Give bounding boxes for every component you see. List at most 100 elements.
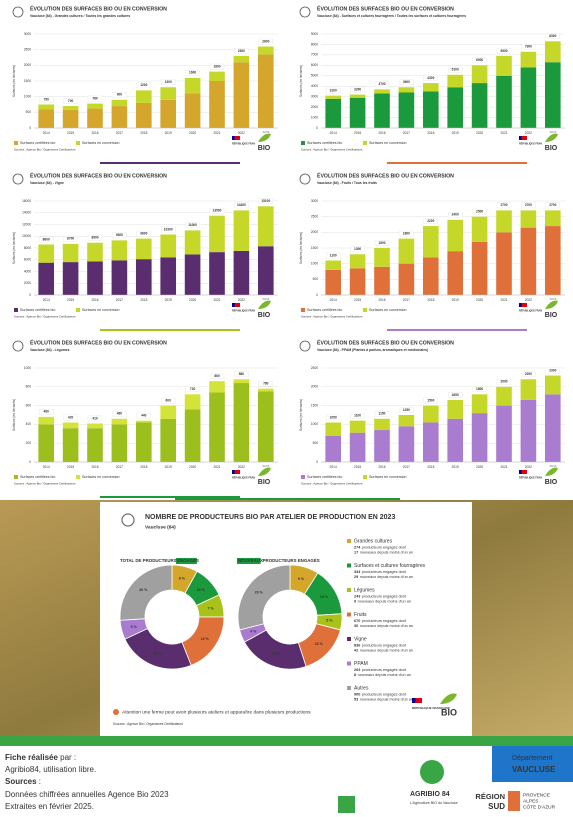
bar-segment bbox=[325, 95, 342, 99]
bar-segment bbox=[422, 405, 439, 423]
y-tick-label: 3000 bbox=[24, 32, 31, 36]
x-tick-label: 2023 bbox=[262, 298, 269, 302]
donut-header: TOTAL DE PRODUCTEURS bbox=[120, 558, 177, 563]
legend-swatch bbox=[301, 141, 305, 145]
bar-segment bbox=[184, 230, 201, 255]
new-line: 29 nouveaux depuis moins d'un an bbox=[354, 575, 413, 579]
bar-segment bbox=[111, 424, 128, 462]
bar-segment bbox=[233, 379, 250, 384]
total-label: 1800 bbox=[213, 64, 220, 68]
legend-label: Surfaces certifiées bio bbox=[20, 308, 55, 312]
header-highlight bbox=[237, 558, 261, 564]
total-label: 1150 bbox=[379, 412, 386, 416]
y-tick-label: 12000 bbox=[22, 222, 31, 226]
x-tick-label: 2023 bbox=[549, 465, 556, 469]
slice-label: 19 % bbox=[201, 637, 210, 641]
bar-segment bbox=[520, 67, 537, 128]
total-badge bbox=[521, 44, 536, 50]
legend-swatch bbox=[363, 308, 367, 312]
total-label: 8700 bbox=[67, 237, 74, 241]
engaged-count: 274 bbox=[354, 546, 361, 550]
bar-segment bbox=[349, 94, 366, 98]
y-tick-label: 7000 bbox=[311, 53, 318, 57]
slice-label: 5 % bbox=[326, 619, 333, 623]
bar-segment bbox=[160, 418, 177, 462]
flag-blue bbox=[519, 470, 522, 474]
bar-segment bbox=[135, 259, 152, 295]
y-tick-label: 1000 bbox=[311, 115, 318, 119]
total-label: 2500 bbox=[476, 210, 483, 214]
bar-segment bbox=[209, 381, 225, 393]
engaged-text: producteurs engagés dont bbox=[362, 668, 407, 672]
bar-segment bbox=[398, 238, 415, 264]
x-tick-label: 2017 bbox=[116, 298, 123, 302]
y-axis-label: Surfaces (en hectares) bbox=[12, 399, 16, 431]
vaucluse-logo bbox=[492, 746, 573, 782]
total-label: 5100 bbox=[452, 68, 459, 72]
republique: RÉPUBLIQUE FRANÇAISE bbox=[232, 477, 263, 480]
y-tick-label: 2000 bbox=[24, 281, 31, 285]
total-label: 440 bbox=[141, 413, 147, 417]
new-count: 30 bbox=[354, 624, 358, 628]
total-label: 860 bbox=[214, 374, 220, 378]
total-label: 700 bbox=[68, 99, 74, 103]
total-badge bbox=[258, 38, 273, 45]
x-tick-label: 2018 bbox=[140, 131, 147, 135]
y-tick-label: 2000 bbox=[311, 230, 318, 234]
engaged-count: 243 bbox=[354, 595, 360, 599]
flag bbox=[232, 136, 240, 140]
chart-title: ÉVOLUTION DES SURFACES BIO OU EN CONVERS… bbox=[30, 4, 167, 12]
legend-swatch bbox=[14, 475, 18, 479]
total-badge bbox=[87, 234, 103, 241]
bar-segment bbox=[257, 206, 274, 247]
x-tick-label: 2019 bbox=[452, 131, 459, 135]
x-tick-label: 2014 bbox=[330, 131, 337, 135]
engaged-line: 334 producteurs engagés dont bbox=[354, 570, 407, 574]
bar-segment bbox=[233, 383, 250, 462]
bar-segment bbox=[349, 254, 366, 269]
total-label: 6900 bbox=[500, 49, 507, 53]
total-badge bbox=[39, 409, 54, 415]
y-axis-label: Surfaces (en hectares) bbox=[299, 65, 303, 97]
slice-label: 26 % bbox=[139, 588, 148, 592]
bar-segment bbox=[520, 379, 537, 400]
paca: CÔTE D'AZUR bbox=[523, 803, 556, 810]
category-name: Fruits bbox=[354, 612, 367, 618]
total-badge bbox=[545, 367, 560, 374]
x-tick-label: 2022 bbox=[525, 465, 532, 469]
total-badge bbox=[112, 232, 127, 239]
legend-swatch bbox=[347, 661, 351, 666]
total-badge bbox=[258, 198, 273, 205]
flag-blue bbox=[232, 303, 235, 307]
bar-segment bbox=[62, 422, 79, 429]
y-tick-label: 1000 bbox=[311, 262, 318, 266]
total-label: 13500 bbox=[213, 209, 222, 213]
total-label: 2700 bbox=[500, 203, 507, 207]
category-name: Surfaces et cultures fourragères bbox=[354, 563, 426, 569]
author: Agribio84, utilisation libre. bbox=[5, 765, 96, 774]
category-name: Grandes cultures bbox=[354, 538, 393, 544]
republique: RÉPUBLIQUE FRANÇAISE bbox=[412, 705, 450, 710]
x-tick-label: 2021 bbox=[213, 298, 220, 302]
chart-subtitle: Vaucluse (84) - Vigne bbox=[30, 181, 64, 185]
legend-swatch bbox=[14, 308, 18, 312]
bar-segment bbox=[38, 262, 55, 295]
bar-segment bbox=[374, 418, 390, 431]
y-tick-label: 6000 bbox=[24, 258, 31, 262]
x-tick-label: 2018 bbox=[427, 465, 434, 469]
bar-segment bbox=[447, 418, 464, 462]
engaged-text: producteurs engagés dont bbox=[362, 644, 407, 648]
total-badge bbox=[63, 414, 78, 421]
x-tick-label: 2020 bbox=[476, 465, 483, 469]
bar-segment bbox=[38, 424, 55, 462]
y-axis-label: Surfaces (en hectares) bbox=[12, 232, 16, 264]
chart-title: ÉVOLUTION DES SURFACES BIO OU EN CONVERS… bbox=[317, 4, 454, 12]
bar-segment bbox=[447, 74, 464, 88]
slice-label: 6 % bbox=[131, 625, 138, 629]
engaged-line: 203 producteurs engagés dont bbox=[354, 668, 407, 672]
y-tick-label: 8000 bbox=[24, 246, 31, 250]
engaged-line: 836 producteurs engagés dont bbox=[354, 644, 407, 648]
bar-segment bbox=[447, 399, 464, 419]
total-badge bbox=[258, 380, 273, 387]
region-logo bbox=[508, 791, 520, 811]
